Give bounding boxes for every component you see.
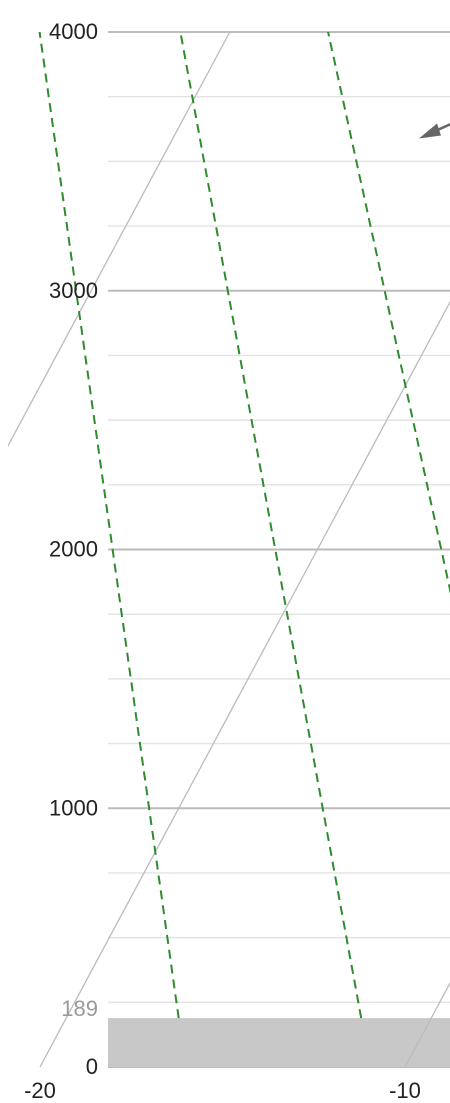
- x-tick-label: -20: [24, 1078, 56, 1103]
- ground-layer: [108, 1018, 450, 1067]
- grid-lines: [108, 31, 450, 1068]
- x-tick-label: -10: [389, 1078, 421, 1103]
- y-tick-label: 3000: [49, 278, 98, 303]
- arrow-head: [419, 123, 441, 139]
- y-tick-label: 2000: [49, 537, 98, 562]
- moist-adiabat-line: [327, 32, 450, 595]
- y-tick-label: 0: [86, 1054, 98, 1079]
- moist-adiabat-lines: [38, 32, 450, 1019]
- pointer-arrow: [419, 123, 450, 139]
- y-axis-labels: 0 1000 2000 3000 4000 189: [49, 19, 98, 1079]
- y-tick-label: 4000: [49, 19, 98, 44]
- ground-fill: [108, 1018, 450, 1067]
- y-tick-label: 1000: [49, 795, 98, 820]
- isotherm-line: [8, 32, 231, 448]
- surface-elevation-label: 189: [61, 996, 98, 1021]
- moist-adiabat-line: [179, 32, 363, 1019]
- moist-adiabat-line: [38, 32, 180, 1019]
- isotherm-lines: [8, 32, 450, 1067]
- isotherm-line: [39, 300, 450, 1067]
- x-axis-labels: -20-100: [24, 1078, 421, 1103]
